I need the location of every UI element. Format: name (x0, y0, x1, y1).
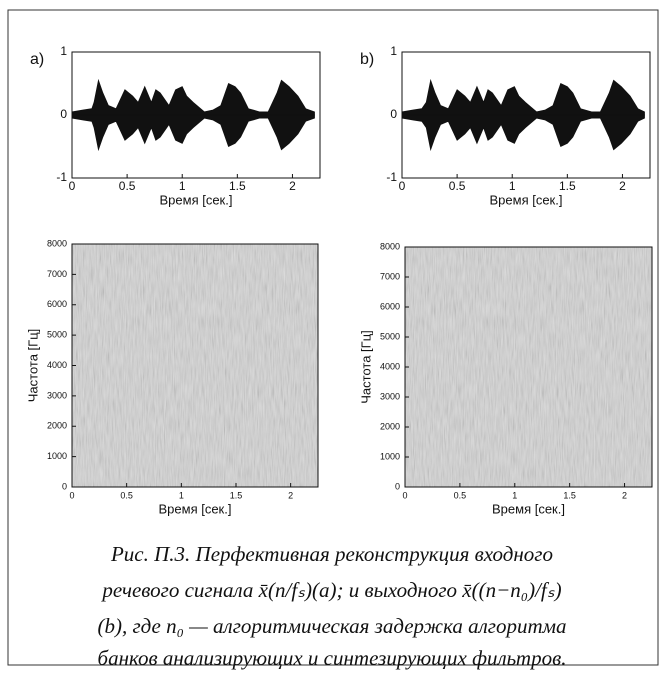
y-tick-label: 8000 (47, 238, 67, 248)
panel-label: a) (30, 51, 44, 68)
y-tick-label: 1 (60, 44, 67, 58)
y-axis-label: Частота [Гц] (358, 330, 373, 404)
panel-label: b) (360, 51, 374, 68)
y-tick-label: 1 (390, 44, 397, 58)
y-tick-label: 2000 (47, 421, 67, 431)
y-tick-label: 0 (60, 107, 67, 121)
x-tick-label: 0.5 (120, 490, 133, 500)
y-tick-label: 7000 (47, 269, 67, 279)
x-tick-label: 0 (402, 490, 407, 500)
y-tick-label: 0 (395, 481, 400, 491)
x-tick-label: 1.5 (230, 490, 243, 500)
x-axis-label: Время [сек.] (160, 192, 233, 207)
y-tick-label: -1 (386, 170, 397, 184)
y-tick-label: 2000 (380, 421, 400, 431)
waveform-envelope (401, 78, 645, 116)
waveform-envelope (71, 114, 315, 152)
x-tick-label: 0 (69, 490, 74, 500)
caption-line: (b), где n₀ — алгоритмическая задержка а… (97, 614, 566, 638)
x-axis-label: Время [сек.] (159, 501, 232, 516)
x-tick-label: 2 (289, 179, 296, 193)
caption-line: банков анализирующих и синтезирующих фил… (98, 646, 567, 670)
y-tick-label: 3000 (380, 391, 400, 401)
x-tick-label: 1 (512, 490, 517, 500)
x-axis-label: Время [сек.] (492, 501, 565, 516)
x-tick-label: 0.5 (449, 179, 466, 193)
x-tick-label: 0 (69, 179, 76, 193)
x-tick-label: 1.5 (563, 490, 576, 500)
x-tick-label: 0.5 (119, 179, 136, 193)
spectrogram-texture (405, 247, 652, 487)
y-tick-label: 0 (62, 481, 67, 491)
waveform-envelope (71, 78, 315, 116)
x-tick-label: 1.5 (229, 179, 246, 193)
y-tick-label: 1000 (47, 451, 67, 461)
x-tick-label: 0.5 (454, 490, 467, 500)
y-tick-label: 4000 (380, 361, 400, 371)
y-tick-label: 5000 (380, 331, 400, 341)
x-tick-label: 2 (622, 490, 627, 500)
x-tick-label: 1.5 (559, 179, 576, 193)
frame (7, 9, 659, 666)
y-tick-label: -1 (56, 170, 67, 184)
caption-line: речевого сигнала x̄(n/fₛ)(a); и выходног… (100, 578, 561, 602)
y-tick-label: 4000 (47, 360, 67, 370)
x-tick-label: 2 (619, 179, 626, 193)
y-axis-label: Частота [Гц] (25, 329, 40, 403)
y-tick-label: 7000 (380, 271, 400, 281)
x-tick-label: 1 (179, 490, 184, 500)
y-tick-label: 6000 (380, 301, 400, 311)
y-tick-label: 5000 (47, 330, 67, 340)
y-tick-label: 1000 (380, 451, 400, 461)
y-tick-label: 8000 (380, 241, 400, 251)
y-tick-label: 6000 (47, 299, 67, 309)
x-tick-label: 1 (179, 179, 186, 193)
caption-line: Рис. П.3. Перфективная реконструкция вхо… (110, 542, 553, 566)
spectrogram-texture (72, 244, 318, 487)
y-tick-label: 3000 (47, 390, 67, 400)
y-tick-label: 0 (390, 107, 397, 121)
x-tick-label: 1 (509, 179, 516, 193)
x-tick-label: 2 (288, 490, 293, 500)
x-axis-label: Время [сек.] (490, 192, 563, 207)
waveform-envelope (401, 114, 645, 152)
x-tick-label: 0 (399, 179, 406, 193)
